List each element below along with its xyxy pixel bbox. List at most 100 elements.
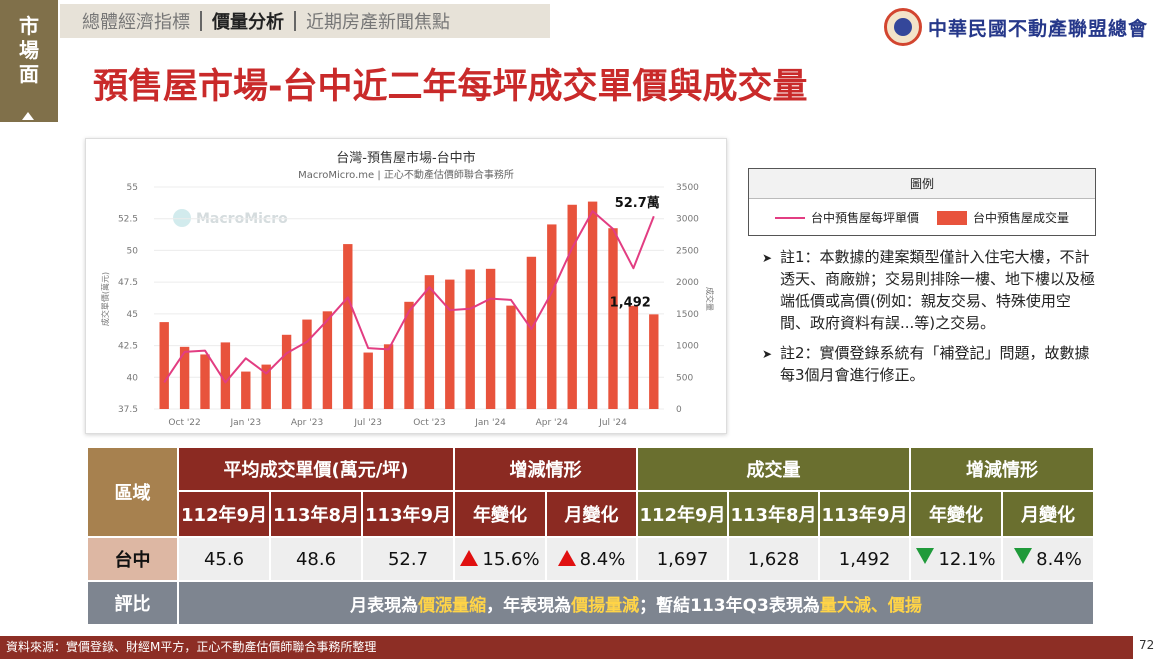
left-axis-tick-label: 50 [127,246,139,256]
org-name: 中華民國不動產聯盟總會 [928,17,1149,40]
volume-bar [485,268,496,409]
volume-cell: 1,628 [727,536,820,582]
x-axis-tick-label: Jan '24 [474,418,506,428]
price-annotation: 52.7萬 [615,195,660,211]
x-axis-tick-label: Oct '23 [413,418,445,428]
volume-cell: 1,697 [636,536,729,582]
legend-items: 台中預售屋每坪單價 台中預售屋成交量 [749,199,1095,236]
left-axis-tick-label: 42.5 [118,342,138,352]
volume-bar [587,201,598,409]
watermark-logo-icon [173,209,191,227]
eval-text-part: ，年表現為 [486,595,572,616]
volume-yoy-value: 12.1% [938,549,996,570]
nav-item-news[interactable]: 近期房產新聞焦點 [306,12,450,33]
left-axis-tick-label: 37.5 [118,405,138,415]
legend-line-swatch [774,216,805,219]
section-tag-label: 市場面 [19,14,39,86]
price-header: 平均成交單價(萬元/坪) [177,446,455,492]
price-mom-value: 8.4% [579,548,626,570]
price-line [163,210,655,384]
right-axis-tick-label: 2000 [676,278,699,288]
eval-label: 評比 [86,580,179,626]
nav-divider [294,11,296,31]
left-axis-tick-label: 47.5 [118,278,138,288]
legend-bar-swatch [937,210,967,225]
legend-bar-label: 台中預售屋成交量 [973,211,1070,225]
right-axis-tick-label: 2500 [676,246,699,256]
chart-legend: 圖例 台中預售屋每坪單價 台中預售屋成交量 [748,168,1096,236]
volume-yoy-cell: 12.1% [909,536,1004,582]
volume-mom-cell: 8.4% [1001,536,1096,582]
down-triangle-icon [916,548,935,564]
top-nav: 總體經濟指標 價量分析 近期房產新聞焦點 [60,4,550,38]
volume-bar [424,275,435,409]
nav-item-macro[interactable]: 總體經濟指標 [82,12,190,33]
page-number: 72 [1139,638,1155,652]
volume-bar [322,311,333,409]
source-footer: 資料來源：實價登錄、財經M平方，正心不動產估價師聯合事務所整理 [0,636,1133,659]
volume-bar [526,256,537,409]
volume-bar [404,301,414,409]
volume-bar [220,342,231,409]
legend-title: 圖例 [749,169,1095,199]
volume-annotation: 1,492 [610,295,651,310]
region-cell: 台中 [86,536,179,582]
volume-change-mom-header: 月變化 [1001,490,1096,538]
up-triangle-icon [460,549,479,566]
x-axis-tick-label: Jul '23 [353,418,382,428]
volume-bar [241,371,251,409]
right-axis-tick-label: 3500 [676,183,699,193]
page-title: 預售屋市場-台中近二年每坪成交單價與成交量 [93,67,808,107]
price-mom-cell: 8.4% [545,536,638,582]
right-axis-tick-label: 1500 [676,310,699,320]
notes: ➤ 註1：本數據的建案類型僅計入住宅大樓，不計透天、商廠辦；交易則排除一樓、地下… [762,246,1097,394]
price-period-header: 113年8月 [269,490,363,538]
eval-highlight: 量大減、價揚 [819,595,922,616]
price-period-header: 112年9月 [177,490,271,538]
section-tag-arrow-icon [22,112,34,120]
note-text: 註1：本數據的建案類型僅計入住宅大樓，不計透天、商廠辦；交易則排除一樓、地下樓以… [780,248,1096,332]
right-axis-label: 成交量 [705,287,715,311]
note-text: 註2：實價登錄系統有「補登記」問題，故數據每3個月會進行修正。 [780,344,1090,384]
volume-bar [343,244,353,409]
left-axis-label: 成交單價(萬元) [100,272,110,326]
down-triangle-icon [1014,548,1033,564]
org-logo: 中華民國不動產聯盟總會 [884,8,1148,46]
volume-bar [302,319,312,409]
eval-text: 月表現為價漲量縮，年表現為價揚量減；暫結113年Q3表現為量大減、價揚 [176,580,1096,626]
volume-bar [628,305,639,409]
price-yoy-cell: 15.6% [453,536,547,582]
arrow-bullet-icon: ➤ [762,347,773,361]
section-tag: 市場面 [0,0,58,122]
nav-item-price-volume[interactable]: 價量分析 [212,12,284,33]
volume-cell: 1,492 [817,536,912,582]
volume-bar [506,305,516,409]
right-axis-tick-label: 500 [676,373,693,383]
volume-bar [547,224,557,409]
left-axis-tick-label: 52.5 [118,215,138,225]
volume-bar [608,228,618,409]
volume-bar [200,354,210,409]
volume-bar [159,322,169,409]
eval-highlight: 價揚量減 [571,595,640,616]
volume-mom-value: 8.4% [1036,549,1082,570]
right-axis-tick-label: 3000 [676,215,699,225]
up-triangle-icon [557,549,576,566]
legend-line-label: 台中預售屋每坪單價 [810,211,919,225]
volume-bar [383,344,394,409]
volume-bar [465,269,475,409]
price-yoy-value: 15.6% [482,548,540,570]
summary-table: 區域 平均成交單價(萬元/坪) 增減情形 成交量 增減情形 112年9月 113… [86,446,1096,626]
volume-period-header: 113年8月 [727,490,820,538]
chart-card: 台灣-預售屋市場-台中市 MacroMicro.me | 正心不動產估價師聯合事… [85,138,727,434]
left-axis-tick-label: 55 [127,183,138,193]
org-emblem-icon [884,8,922,46]
left-axis-tick-label: 45 [127,310,138,320]
volume-period-header: 113年9月 [817,490,912,538]
price-cell: 52.7 [361,536,455,582]
x-axis-tick-label: Apr '23 [291,418,323,428]
price-change-mom-header: 月變化 [545,490,638,538]
eval-highlight: 價漲量縮 [418,595,487,616]
eval-text-part: 月表現為 [350,595,419,616]
price-cell: 45.6 [177,536,271,582]
